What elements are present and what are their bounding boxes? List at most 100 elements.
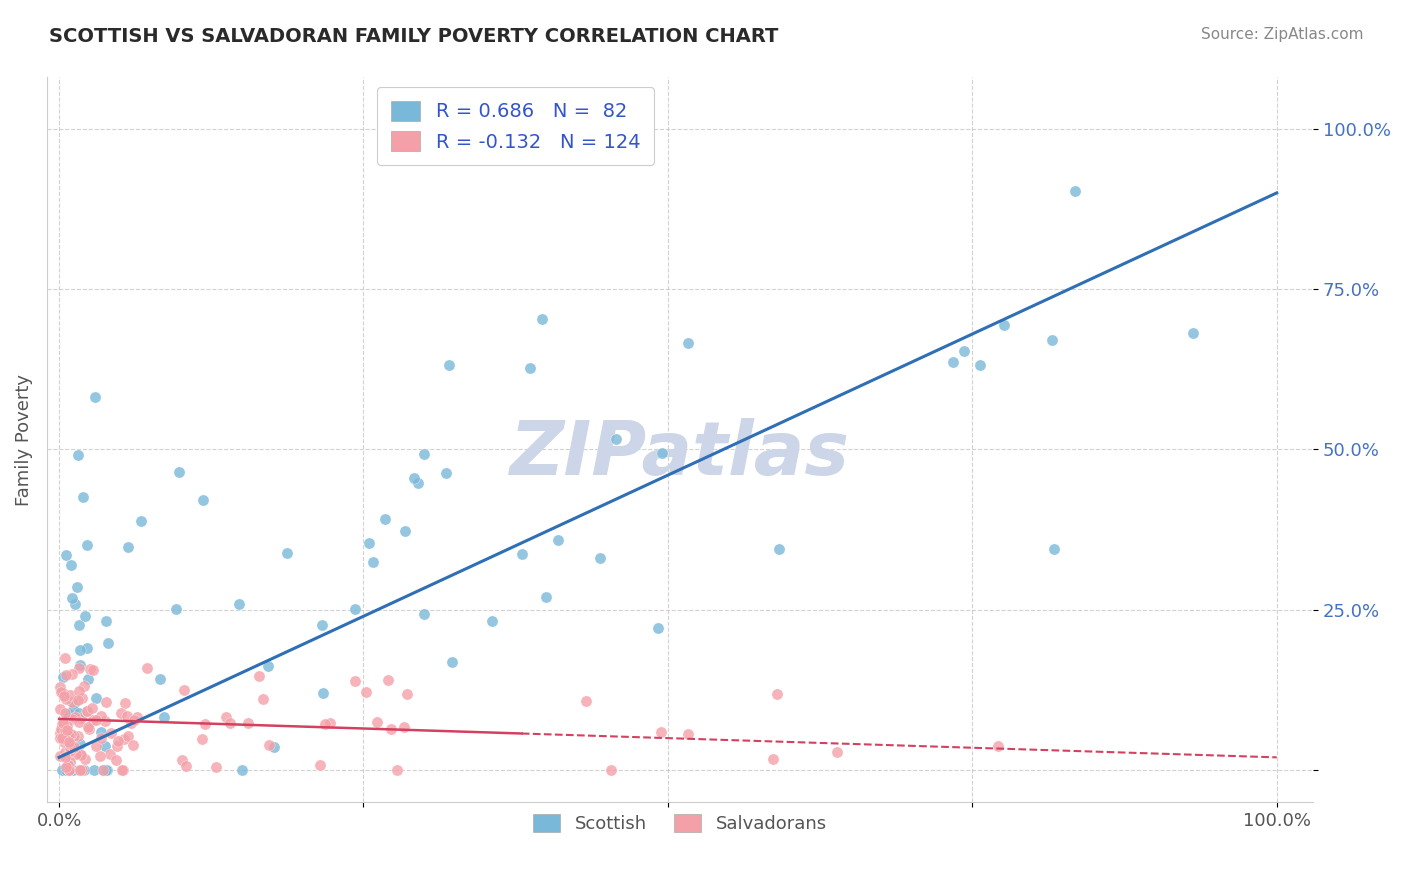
Point bbox=[62, 763, 84, 777]
Point bbox=[59, 755, 82, 769]
Point bbox=[69, 737, 91, 751]
Legend: Scottish, Salvadorans: Scottish, Salvadorans bbox=[523, 803, 838, 844]
Point bbox=[953, 343, 976, 358]
Point bbox=[214, 710, 236, 724]
Point bbox=[357, 536, 380, 550]
Point bbox=[135, 661, 157, 675]
Point bbox=[993, 318, 1015, 332]
Point bbox=[76, 704, 98, 718]
Point bbox=[380, 722, 402, 736]
Point bbox=[55, 667, 77, 681]
Point bbox=[76, 539, 98, 553]
Point bbox=[987, 739, 1010, 754]
Point bbox=[344, 601, 367, 615]
Point bbox=[374, 512, 396, 526]
Point bbox=[547, 533, 569, 547]
Point bbox=[67, 763, 90, 777]
Point bbox=[90, 709, 112, 723]
Point bbox=[115, 709, 138, 723]
Point bbox=[107, 734, 129, 748]
Point bbox=[257, 659, 280, 673]
Point bbox=[51, 763, 73, 777]
Point bbox=[153, 710, 176, 724]
Point bbox=[58, 688, 80, 702]
Point bbox=[344, 674, 367, 689]
Point bbox=[392, 720, 415, 734]
Point bbox=[90, 725, 112, 739]
Y-axis label: Family Poverty: Family Poverty bbox=[15, 374, 32, 506]
Point bbox=[94, 739, 117, 754]
Point bbox=[589, 551, 612, 566]
Point bbox=[650, 724, 672, 739]
Point bbox=[766, 687, 789, 701]
Point bbox=[65, 597, 87, 611]
Point bbox=[58, 734, 80, 748]
Point bbox=[173, 683, 195, 698]
Point bbox=[53, 706, 76, 720]
Point bbox=[76, 705, 98, 719]
Point bbox=[93, 714, 115, 728]
Point bbox=[165, 602, 187, 616]
Point bbox=[413, 607, 436, 622]
Point bbox=[605, 433, 627, 447]
Point bbox=[49, 702, 72, 716]
Point bbox=[412, 447, 434, 461]
Point bbox=[65, 747, 87, 761]
Point bbox=[96, 763, 118, 777]
Point bbox=[122, 713, 145, 727]
Point bbox=[437, 358, 460, 372]
Point bbox=[97, 636, 120, 650]
Point bbox=[69, 763, 91, 777]
Point bbox=[77, 722, 100, 736]
Point bbox=[394, 524, 416, 538]
Point bbox=[204, 759, 226, 773]
Point bbox=[110, 706, 132, 720]
Point bbox=[59, 737, 82, 751]
Point bbox=[58, 763, 80, 777]
Point bbox=[67, 706, 90, 720]
Point bbox=[69, 658, 91, 673]
Point bbox=[318, 716, 340, 731]
Point bbox=[1043, 541, 1066, 556]
Point bbox=[105, 739, 128, 754]
Point bbox=[49, 726, 72, 740]
Point bbox=[66, 448, 89, 462]
Point bbox=[58, 729, 80, 743]
Point bbox=[519, 361, 541, 376]
Point bbox=[440, 655, 463, 669]
Point bbox=[58, 744, 80, 758]
Point bbox=[647, 621, 669, 635]
Point bbox=[91, 763, 114, 777]
Point bbox=[149, 672, 172, 686]
Point bbox=[575, 694, 598, 708]
Point bbox=[91, 763, 114, 777]
Point bbox=[90, 731, 112, 746]
Point bbox=[361, 555, 384, 569]
Point bbox=[105, 753, 128, 767]
Point bbox=[51, 731, 73, 746]
Point bbox=[599, 763, 621, 777]
Point bbox=[62, 703, 84, 717]
Point bbox=[53, 723, 76, 737]
Point bbox=[79, 662, 101, 676]
Point bbox=[53, 745, 76, 759]
Point bbox=[120, 715, 142, 730]
Point bbox=[167, 465, 190, 479]
Point bbox=[676, 727, 699, 741]
Point bbox=[396, 687, 419, 701]
Point bbox=[193, 493, 215, 508]
Point bbox=[70, 763, 93, 777]
Point bbox=[52, 716, 75, 731]
Point bbox=[314, 717, 336, 731]
Point bbox=[62, 667, 84, 681]
Point bbox=[312, 686, 335, 700]
Point bbox=[218, 716, 240, 731]
Text: SCOTTISH VS SALVADORAN FAMILY POVERTY CORRELATION CHART: SCOTTISH VS SALVADORAN FAMILY POVERTY CO… bbox=[49, 27, 779, 45]
Point bbox=[55, 763, 77, 777]
Point bbox=[49, 748, 72, 763]
Point bbox=[63, 696, 86, 710]
Point bbox=[252, 691, 274, 706]
Point bbox=[263, 739, 285, 754]
Point bbox=[53, 650, 76, 665]
Point bbox=[408, 476, 430, 491]
